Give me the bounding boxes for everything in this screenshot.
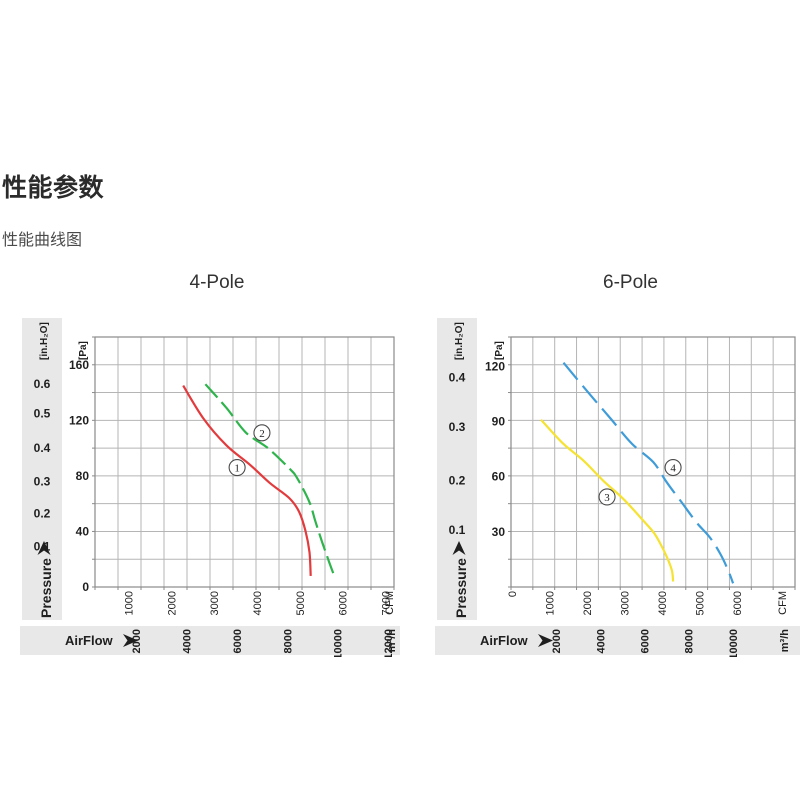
cfm-tick-label: 6000	[338, 591, 350, 615]
plot-border	[510, 336, 796, 588]
cfm-tick-label: 0	[507, 591, 519, 597]
pa-tick-label: 160	[69, 358, 89, 372]
m3h-unit-label: m³/h	[779, 629, 791, 653]
curve-marker-3: 3	[598, 488, 616, 506]
m3h-tick-label: 8000	[282, 629, 294, 653]
inh2o-tick-label: 0.5	[34, 406, 51, 420]
pa-tick-label: 90	[492, 415, 506, 429]
curve-marker-number: 4	[670, 463, 676, 475]
pa-tick-label: 120	[485, 359, 505, 373]
pa-tick-label: 30	[492, 525, 506, 539]
pressure-arrow-icon	[452, 541, 466, 555]
airflow-arrow-icon	[538, 634, 553, 647]
m3h-tick-label: 12000	[383, 629, 395, 657]
m3h-tick-label: 6000	[232, 629, 244, 653]
curve-marker-1: 1	[228, 459, 246, 477]
curve-marker-number: 1	[234, 463, 240, 475]
cfm-tick-label: 4000	[252, 591, 264, 615]
chart-canvas-4pole: 040801201600.60.50.40.30.20.1[Pa][in.H₂O…	[20, 318, 400, 657]
inh2o-tick-label: 0.3	[34, 474, 51, 488]
curve-marker-circle	[664, 458, 682, 477]
inh2o-axis-unit: [in.H₂O]	[39, 322, 50, 360]
curve-1-path	[182, 385, 312, 576]
bottom-axis-strip	[435, 626, 800, 655]
left-axis-strip	[22, 318, 62, 620]
cfm-tick-label: 3000	[620, 591, 632, 615]
curve-marker-2: 2	[253, 424, 271, 442]
airflow-axis-label: AirFlow	[480, 633, 529, 648]
cfm-unit-label: CFM	[777, 591, 789, 615]
chart-canvas-6pole: 30 60 90 120 0.4 0.3 0.2 0.1 [Pa] [in.H₂O] 0 1000 20…	[435, 318, 800, 657]
chart-title-4pole: 4-Pole	[189, 272, 245, 293]
pa-axis-unit: [Pa]	[494, 341, 505, 360]
pa-tick-label: 40	[76, 524, 90, 538]
cfm-tick-label: 2000	[582, 591, 594, 615]
curve-2-path	[204, 383, 336, 577]
cfm-tick-label: 6000	[732, 591, 744, 615]
curve-marker-circle	[228, 459, 246, 477]
m3h-tick-label: 2000	[131, 629, 143, 653]
pa-tick-label: 0	[82, 580, 89, 594]
inh2o-tick-label: 0.3	[449, 420, 466, 434]
section-subtitle: 性能曲线图	[2, 232, 83, 249]
airflow-axis-label: AirFlow	[65, 633, 114, 648]
curve-marker-circle	[253, 424, 271, 442]
chart-block-4pole: 4-Pole 040801201600.60.50.40.30.20.1[Pa]…	[20, 272, 400, 662]
cfm-tick-label: 3000	[209, 591, 221, 615]
curve-marker-number: 3	[604, 492, 610, 504]
inh2o-tick-label: 0.1	[449, 523, 466, 537]
inh2o-tick-label: 0.4	[449, 370, 466, 384]
m3h-unit-label: m³/h	[386, 629, 398, 653]
cfm-tick-label: 7000	[380, 591, 392, 615]
inh2o-tick-label: 0.2	[34, 506, 51, 520]
curve-3-path	[540, 418, 675, 582]
pressure-axis-label: Pressure	[38, 558, 54, 618]
inh2o-tick-label: 0.6	[34, 377, 51, 391]
section-title: 性能参数	[2, 174, 105, 202]
chart-title-6pole: 6-Pole	[603, 272, 658, 293]
cfm-tick-label: 1000	[545, 591, 557, 615]
left-axis-strip	[437, 318, 477, 620]
m3h-tick-label: 10000	[728, 629, 740, 657]
bottom-axis-strip	[20, 626, 400, 655]
m3h-tick-label: 4000	[595, 629, 607, 653]
pa-tick-label: 120	[69, 413, 89, 427]
plot-border	[94, 336, 395, 588]
pa-tick-label: 80	[76, 469, 90, 483]
chart-block-6pole: 6-Pole 30 60 90 120 0.4 0.3 0.2 0.1 [Pa] [in.H₂O]…	[435, 272, 800, 662]
cfm-tick-label: 5000	[695, 591, 707, 615]
cfm-tick-label: 4000	[657, 591, 669, 615]
pa-tick-label: 60	[492, 470, 506, 484]
m3h-tick-label: 2000	[551, 629, 563, 653]
inh2o-tick-label: 0.2	[449, 473, 466, 487]
curve-4-path	[562, 361, 735, 584]
inh2o-tick-label: 0.4	[34, 441, 51, 455]
curve-marker-4: 4	[664, 458, 682, 477]
airflow-arrow-icon	[123, 634, 138, 647]
curve-marker-circle	[598, 488, 616, 506]
cfm-unit-label: CFM	[384, 591, 396, 615]
cfm-tick-label: 2000	[166, 591, 178, 615]
pa-axis-unit: [Pa]	[78, 341, 89, 360]
m3h-tick-label: 6000	[639, 629, 651, 653]
curve-marker-number: 2	[259, 428, 265, 440]
cfm-tick-label: 1000	[124, 591, 136, 615]
m3h-tick-label: 8000	[684, 629, 696, 653]
inh2o-axis-unit: [in.H₂O]	[454, 322, 465, 360]
m3h-tick-label: 10000	[333, 629, 345, 657]
cfm-tick-label: 5000	[295, 591, 307, 615]
pressure-axis-label: Pressure	[453, 558, 469, 618]
m3h-tick-label: 4000	[182, 629, 194, 653]
plot-area	[95, 337, 394, 587]
pressure-arrow-icon	[37, 541, 51, 555]
